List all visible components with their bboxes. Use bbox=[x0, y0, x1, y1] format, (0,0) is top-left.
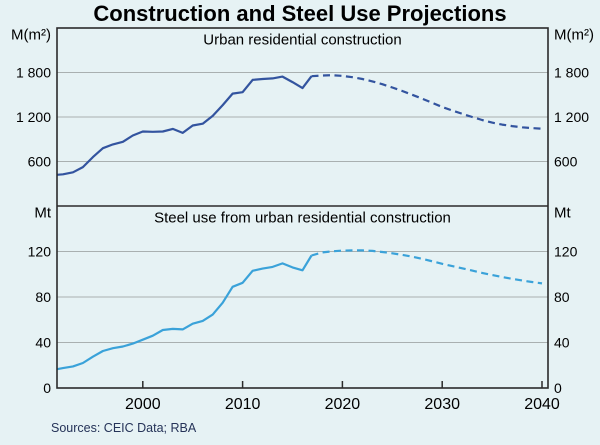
steel-y-label-right: 40 bbox=[554, 335, 570, 351]
steel-history-line bbox=[56, 254, 313, 371]
construction-y-label-left: 1 200 bbox=[16, 109, 51, 125]
construction-y-label-right: 600 bbox=[554, 154, 578, 170]
construction-y-label-left: 600 bbox=[28, 154, 52, 170]
x-tick-label: 2020 bbox=[325, 396, 361, 413]
steel-projection-line bbox=[311, 249, 543, 285]
construction-y-label-right: 1 200 bbox=[554, 109, 589, 125]
steel-axis-unit-label: Mt bbox=[554, 205, 571, 222]
steel-y-label-right: 120 bbox=[554, 244, 578, 260]
x-tick-label: 2030 bbox=[424, 396, 460, 413]
steel-y-label-left: 40 bbox=[35, 335, 51, 351]
steel-y-label-left: 120 bbox=[28, 244, 52, 260]
x-tick-label: 2010 bbox=[225, 396, 261, 413]
steel-axis-unit-label: Mt bbox=[34, 205, 51, 222]
construction-panel-title: Urban residential construction bbox=[203, 32, 401, 49]
construction-axis-unit-label: M(m²) bbox=[554, 27, 594, 44]
sources-note: Sources: CEIC Data; RBA bbox=[51, 421, 197, 435]
construction-history-line bbox=[56, 75, 313, 176]
plot-frame bbox=[56, 27, 549, 389]
steel-y-label-left: 80 bbox=[35, 289, 51, 305]
steel-y-label-left: 0 bbox=[43, 380, 51, 396]
x-tick-label: 2000 bbox=[125, 396, 161, 413]
steel-panel-title: Steel use from urban residential constru… bbox=[154, 210, 451, 227]
construction-projection-line bbox=[311, 74, 543, 130]
construction-y-label-left: 1 800 bbox=[16, 65, 51, 81]
steel-y-label-right: 0 bbox=[554, 380, 562, 396]
construction-axis-unit-label: M(m²) bbox=[11, 27, 51, 44]
plot-area bbox=[57, 28, 548, 388]
steel-y-label-right: 80 bbox=[554, 289, 570, 305]
x-tick-label: 2040 bbox=[524, 396, 560, 413]
construction-y-label-right: 1 800 bbox=[554, 65, 589, 81]
chart-title: Construction and Steel Use Projections bbox=[93, 1, 507, 26]
